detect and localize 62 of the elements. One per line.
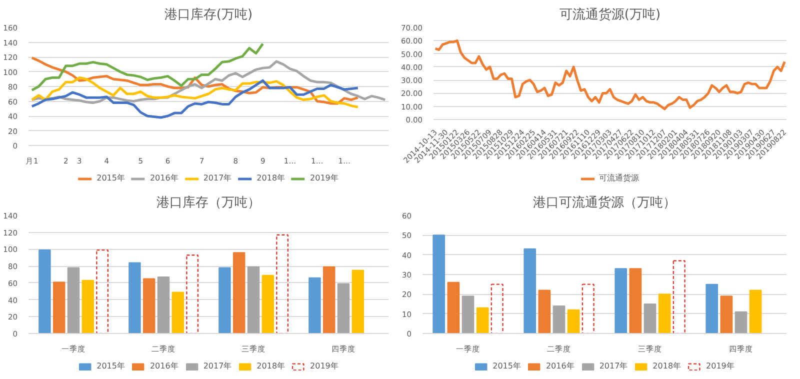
legend-label: 2019年 xyxy=(310,172,338,184)
chart-title: 可流通货源(万吨) xyxy=(559,6,661,22)
bar xyxy=(96,249,109,334)
bar xyxy=(706,284,718,334)
chart-title: 港口库存（万吨） xyxy=(156,196,260,210)
bar xyxy=(614,268,628,334)
bar xyxy=(82,280,94,334)
legend-label: 可流通货源 xyxy=(599,172,639,184)
bar xyxy=(322,266,336,334)
bar xyxy=(538,290,551,334)
bar xyxy=(186,254,199,334)
legend-label: 2017年 xyxy=(203,172,232,184)
bar xyxy=(172,292,184,334)
bar xyxy=(52,282,66,334)
legend-label: 2017年 xyxy=(599,360,628,372)
bar xyxy=(720,296,733,334)
bar xyxy=(432,234,446,334)
bar xyxy=(552,305,566,334)
bar xyxy=(128,262,141,334)
bar xyxy=(218,267,231,334)
legend-label: 2015年 xyxy=(96,360,125,372)
line-series xyxy=(434,39,786,110)
legend-label: 2018年 xyxy=(652,360,682,372)
bar xyxy=(658,294,671,334)
legend-label: 2018年 xyxy=(256,172,286,184)
bar xyxy=(749,290,762,334)
line-series xyxy=(30,79,360,119)
bar xyxy=(276,234,289,334)
line-series xyxy=(30,42,264,92)
chart-title: 港口可流通货源（万吨） xyxy=(533,194,676,210)
bar xyxy=(462,296,474,334)
bar xyxy=(447,282,460,334)
legend-label: 2017年 xyxy=(203,360,232,372)
bar xyxy=(337,283,350,334)
bar xyxy=(157,276,170,334)
bar xyxy=(142,278,156,334)
legend-label: 2019年 xyxy=(310,360,338,372)
bar xyxy=(232,252,246,334)
bar xyxy=(247,266,260,334)
legend-label: 2016年 xyxy=(150,172,178,184)
bar xyxy=(734,311,748,334)
bar xyxy=(582,284,594,334)
bar xyxy=(490,284,504,334)
bar xyxy=(629,268,642,334)
bar xyxy=(476,307,489,334)
legend-label: 2015年 xyxy=(96,172,125,184)
legend-label: 2016年 xyxy=(150,360,178,372)
line-series xyxy=(30,76,360,108)
legend-label: 2019年 xyxy=(706,360,734,372)
bar xyxy=(262,274,274,334)
legend-label: 2018年 xyxy=(256,360,286,372)
legend-label: 2016年 xyxy=(546,360,574,372)
chart-title: 港口库存(万吨) xyxy=(164,8,253,22)
bar xyxy=(672,260,686,334)
bar xyxy=(644,304,656,334)
bar xyxy=(38,250,51,334)
bar xyxy=(308,277,321,334)
bar xyxy=(67,267,80,334)
bar xyxy=(352,270,364,334)
legend-label: 2015年 xyxy=(492,360,521,372)
bar xyxy=(524,248,536,334)
bar xyxy=(567,309,580,334)
